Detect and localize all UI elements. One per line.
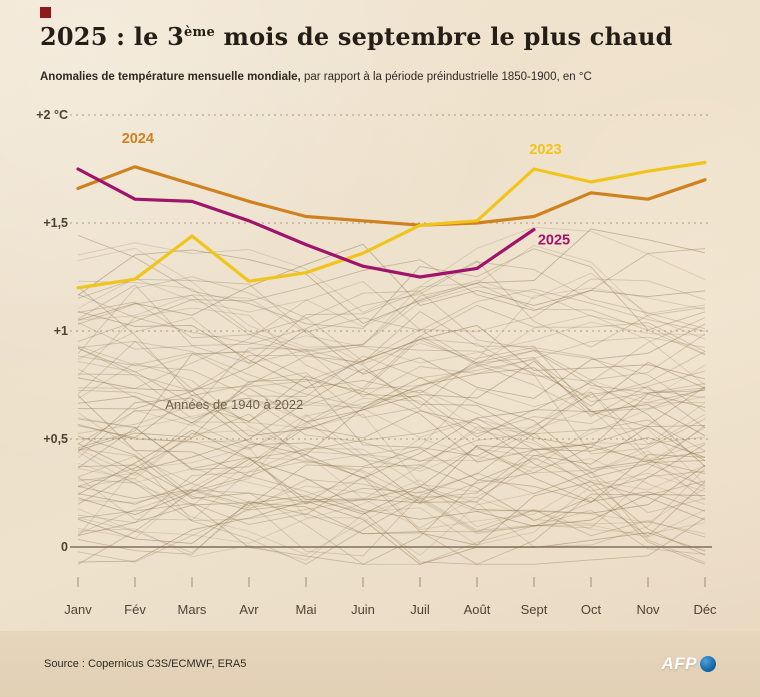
- x-axis-label: Déc: [693, 602, 717, 617]
- x-axis-label: Fév: [124, 602, 146, 617]
- y-axis-label: +0,5: [43, 432, 68, 446]
- y-axis-label: +1: [54, 324, 68, 338]
- series-label-2023: 2023: [529, 142, 561, 158]
- series-line-2024: [76, 165, 707, 227]
- subtitle-rest: par rapport à la période préindustrielle…: [300, 71, 592, 83]
- x-axis-label: Oct: [581, 602, 602, 617]
- footer: Source : Copernicus C3S/ECMWF, ERA5 AFP: [0, 631, 760, 697]
- series-line-2025: [76, 167, 536, 279]
- x-axis-label: Avr: [239, 602, 259, 617]
- background-series-label: Années de 1940 à 2022: [165, 397, 303, 412]
- afp-logo: AFP: [661, 654, 716, 674]
- y-axis-label: 0: [61, 540, 68, 554]
- series-label-2024: 2024: [122, 131, 154, 147]
- x-axis-label: Mai: [296, 602, 317, 617]
- title-prefix: 2025 : le 3: [40, 22, 185, 51]
- series-line-2023: [76, 160, 707, 290]
- x-axis-label: Nov: [636, 602, 660, 617]
- x-axis-label: Juil: [410, 602, 430, 617]
- x-axis-label: Janv: [64, 602, 92, 617]
- x-axis-label: Juin: [351, 602, 375, 617]
- page-title: 2025 : le 3ème mois de septembre le plus…: [40, 22, 673, 51]
- source-text: Source : Copernicus C3S/ECMWF, ERA5: [44, 658, 247, 670]
- x-axis-label: Sept: [521, 602, 548, 617]
- y-axis-label: +2 °C: [36, 108, 68, 122]
- chart-subtitle: Anomalies de température mensuelle mondi…: [40, 71, 592, 83]
- subtitle-bold: Anomalies de température mensuelle mondi…: [40, 71, 301, 83]
- afp-globe-icon: [700, 656, 716, 672]
- chart-canvas: +2 °C +1,5 +1 +0,5 0 Années de 1940 à 2022 Jan…: [36, 108, 717, 617]
- series-label-2025: 2025: [538, 233, 570, 249]
- line-chart: +2 °C +1,5 +1 +0,5 0 Années de 1940 à 2022 Jan…: [0, 95, 760, 645]
- brand-square: [40, 7, 51, 18]
- y-axis-label: +1,5: [43, 216, 68, 230]
- background-lines: [77, 226, 706, 565]
- x-axis-label: Août: [464, 602, 491, 617]
- afp-logo-text: AFP: [661, 654, 697, 673]
- title-suffix: mois de septembre le plus chaud: [214, 22, 673, 51]
- title-superscript: ème: [184, 25, 215, 40]
- x-axis-label: Mars: [178, 602, 207, 617]
